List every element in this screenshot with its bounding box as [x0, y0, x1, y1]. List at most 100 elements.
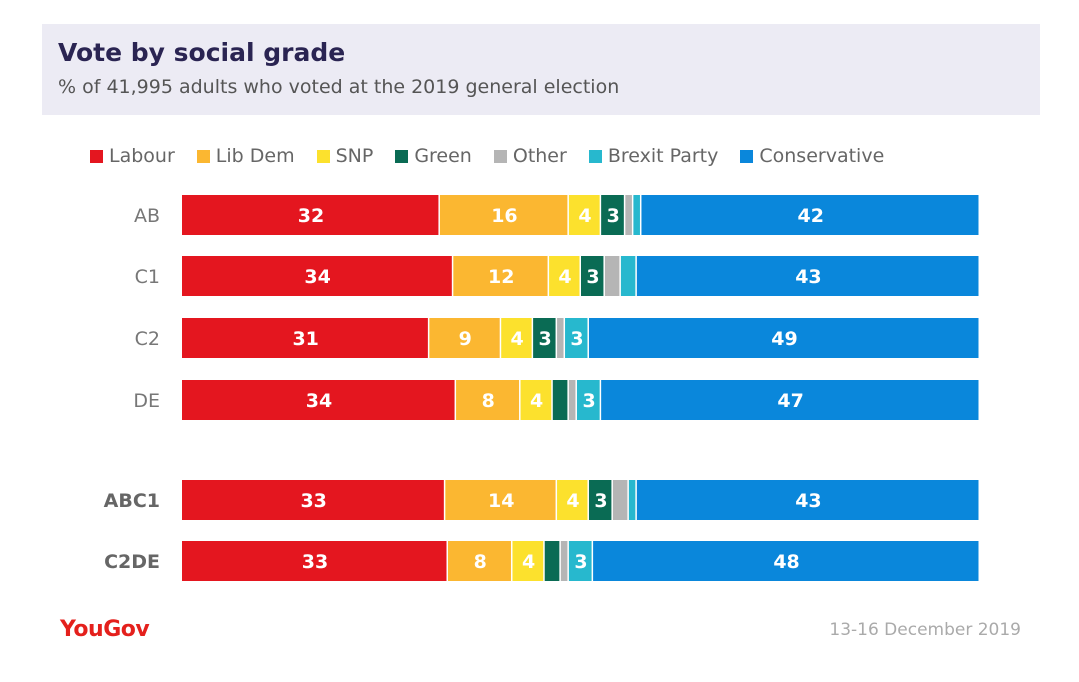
bar-segment-snp — [512, 541, 544, 581]
bar-segment-lib-dem — [439, 195, 568, 235]
bar-segment-snp — [520, 380, 552, 420]
data-label: 32 — [298, 205, 324, 227]
bar-segment-green — [544, 541, 560, 581]
bar-segment-other — [612, 480, 628, 520]
data-label: 4 — [530, 390, 543, 412]
bar-segment-green — [552, 380, 568, 420]
legend-label: Green — [414, 145, 472, 167]
data-label: 42 — [798, 205, 824, 227]
data-label: 43 — [795, 266, 821, 288]
legend: Labour Lib Dem SNP Green Other Brexit Party Co… — [90, 145, 884, 167]
bar-segment-brexit-party — [568, 541, 592, 581]
bar-segment-labour — [182, 256, 452, 296]
bar-segment-green — [588, 480, 612, 520]
data-label: 43 — [795, 490, 821, 512]
bar-segment-conservative — [601, 380, 979, 420]
bar-segment-other — [568, 380, 576, 420]
data-label: 8 — [482, 390, 495, 412]
bar-segment-brexit-party — [576, 380, 600, 420]
data-label: 9 — [459, 328, 472, 350]
data-label: 4 — [558, 266, 571, 288]
bar-segment-green — [533, 318, 556, 358]
data-label: 33 — [302, 551, 328, 573]
data-label: 3 — [594, 490, 607, 512]
data-label: 49 — [771, 328, 797, 350]
data-label: 4 — [511, 328, 524, 350]
bar-segment-other — [560, 541, 568, 581]
bar-segment-other — [604, 256, 620, 296]
data-label: 3 — [607, 205, 620, 227]
legend-swatch — [90, 149, 103, 163]
chart-title: Vote by social grade — [58, 38, 346, 67]
legend-swatch — [493, 149, 507, 163]
chart-subtitle: % of 41,995 adults who voted at the 2019… — [58, 76, 620, 98]
chart-header: Vote by social grade % of 41,995 adults … — [42, 24, 1040, 115]
category-label: DE — [133, 390, 160, 412]
data-label: 8 — [474, 551, 487, 573]
data-label: 14 — [488, 490, 514, 512]
bar-segment-lib-dem — [453, 256, 548, 296]
data-label: 33 — [300, 490, 326, 512]
bar-segment-green — [581, 256, 604, 296]
legend-swatch — [740, 149, 754, 163]
bar-segment-conservative — [588, 318, 979, 358]
bar-segment-brexit-party — [620, 256, 636, 296]
data-label: 34 — [306, 390, 332, 412]
bar-segment-brexit-party — [628, 480, 636, 520]
legend-item: Conservative — [740, 145, 884, 167]
legend-item: Labour — [90, 145, 175, 167]
data-label: 48 — [773, 551, 799, 573]
bar-segment-conservative — [636, 256, 979, 296]
legend-swatch — [588, 149, 602, 163]
bar-segment-green — [601, 195, 624, 235]
data-label: 3 — [570, 328, 583, 350]
legend-swatch — [316, 149, 330, 163]
bar-segment-brexit-party — [633, 195, 640, 235]
legend-item: SNP — [316, 145, 374, 167]
legend-swatch — [395, 149, 409, 163]
data-label: 34 — [304, 266, 330, 288]
data-label: 3 — [582, 390, 595, 412]
bar-segment-snp — [549, 256, 580, 296]
yougov-logo: YouGov — [60, 617, 150, 642]
data-label: 3 — [538, 328, 551, 350]
bar-segment-snp — [568, 195, 600, 235]
bar-segment-brexit-party — [565, 318, 588, 358]
category-label: C1 — [135, 266, 160, 288]
legend-item: Lib Dem — [196, 145, 295, 167]
legend-label: Conservative — [759, 145, 885, 167]
bar-segment-other — [557, 318, 564, 358]
category-label: C2 — [135, 328, 160, 350]
legend-swatch — [196, 149, 210, 163]
category-label: AB — [134, 205, 160, 227]
data-label: 4 — [566, 490, 579, 512]
category-label: ABC1 — [104, 490, 160, 512]
bar-segment-snp — [501, 318, 532, 358]
legend-label: Brexit Party — [607, 145, 719, 167]
data-label: 12 — [488, 266, 514, 288]
bar-segment-labour — [182, 480, 444, 520]
legend-label: Other — [512, 145, 567, 167]
data-label: 31 — [292, 328, 318, 350]
legend-label: Lib Dem — [215, 145, 295, 167]
data-label: 4 — [578, 205, 591, 227]
bar-segment-snp — [557, 480, 588, 520]
bar-segment-labour — [182, 380, 455, 420]
data-label: 47 — [777, 390, 803, 412]
bar-segment-conservative — [636, 480, 979, 520]
data-label: 3 — [574, 551, 587, 573]
bar-segment-conservative — [641, 195, 979, 235]
legend-item: Brexit Party — [588, 145, 719, 167]
fieldwork-date: 13-16 December 2019 — [829, 620, 1021, 640]
bar-segment-lib-dem — [456, 380, 520, 420]
data-label: 16 — [491, 205, 517, 227]
bar-segment-labour — [182, 318, 428, 358]
legend-label: SNP — [335, 145, 374, 167]
bar-segment-lib-dem — [429, 318, 500, 358]
bar-segment-labour — [182, 541, 447, 581]
legend-item: Other — [493, 145, 567, 167]
bar-segment-conservative — [593, 541, 979, 581]
legend-item: Green — [395, 145, 472, 167]
bar-segment-other — [625, 195, 632, 235]
